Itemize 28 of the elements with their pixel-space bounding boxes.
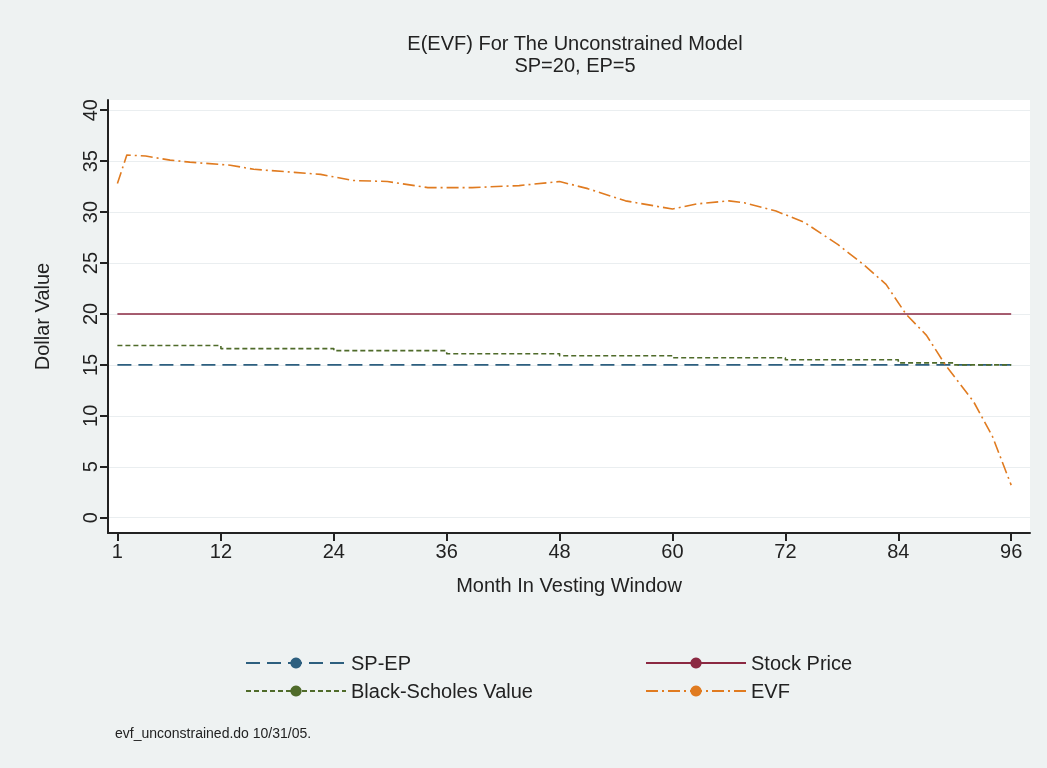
y-tick-label: 20 <box>79 302 101 326</box>
x-tick-label: 12 <box>209 540 233 562</box>
x-tick-label: 48 <box>548 540 571 562</box>
legend-label: EVF <box>751 680 790 702</box>
y-tick-label: 15 <box>79 353 101 377</box>
y-axis-title: Dollar Value <box>31 262 53 371</box>
y-tick-label: 40 <box>79 99 101 122</box>
y-tick-label: 35 <box>79 150 101 173</box>
x-tick-label: 1 <box>111 540 123 562</box>
legend-label: Black-Scholes Value <box>351 680 533 702</box>
chart-subtitle: SP=20, EP=5 <box>514 54 636 76</box>
legend-label: SP-EP <box>351 652 412 674</box>
x-tick-label: 72 <box>774 540 797 562</box>
y-tick-label: 30 <box>79 200 101 224</box>
y-tick-label: 10 <box>79 404 101 427</box>
y-tick-label: 5 <box>79 461 101 473</box>
x-tick-label: 24 <box>322 540 345 562</box>
text: evf_unconstrained.do 10/31/05. <box>115 725 312 741</box>
y-tick-label: 25 <box>79 251 101 275</box>
x-axis-title: Month In Vesting Window <box>456 574 683 596</box>
chart-title: E(EVF) For The Unconstrained Model <box>407 32 743 54</box>
line-series <box>116 154 1012 486</box>
legend-label: Stock Price <box>751 652 853 674</box>
x-tick-label: 84 <box>887 540 910 562</box>
x-tick-label: 60 <box>661 540 684 562</box>
x-tick-label: 96 <box>1000 540 1023 562</box>
y-tick-label: 0 <box>79 512 101 524</box>
x-tick-label: 36 <box>435 540 458 562</box>
